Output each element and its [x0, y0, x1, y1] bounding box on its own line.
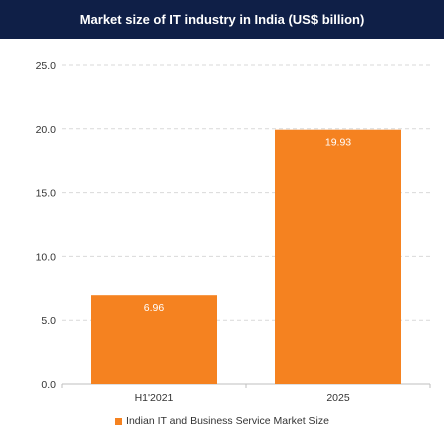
- y-tick-label: 15.0: [36, 188, 57, 200]
- legend-swatch: [115, 417, 123, 425]
- x-tick-label: 2025: [326, 392, 350, 404]
- x-tick-label: H1'2021: [135, 392, 174, 404]
- data-label: 19.93: [325, 137, 351, 149]
- y-tick-label: 0.0: [41, 379, 56, 391]
- title-bar: Market size of IT industry in India (US$…: [0, 0, 444, 39]
- bar: [91, 295, 217, 384]
- data-label: 6.96: [144, 302, 165, 314]
- y-tick-label: 20.0: [36, 124, 57, 136]
- y-tick-label: 25.0: [36, 60, 57, 72]
- y-tick-label: 5.0: [41, 315, 56, 327]
- chart-title: Market size of IT industry in India (US$…: [79, 12, 365, 27]
- y-tick-label: 10.0: [36, 251, 57, 263]
- bar: [275, 129, 401, 384]
- legend: Indian IT and Business Service Market Si…: [0, 415, 444, 427]
- legend-label: Indian IT and Business Service Market Si…: [126, 415, 329, 427]
